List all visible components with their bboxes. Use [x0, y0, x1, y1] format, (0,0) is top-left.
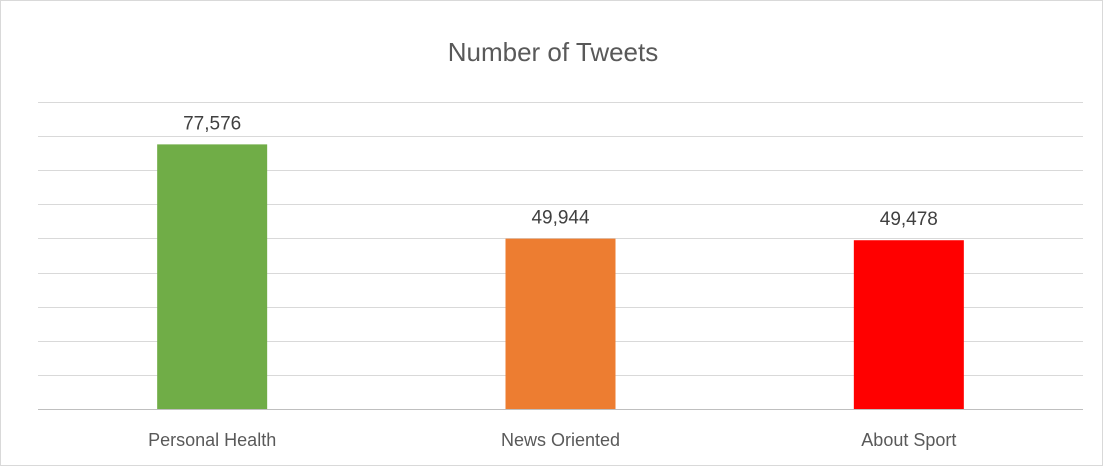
category-labels: Personal Health News Oriented About Sport: [148, 430, 956, 450]
category-label: News Oriented: [501, 430, 620, 450]
bar-news-oriented: [505, 238, 616, 409]
data-label: 49,944: [531, 208, 590, 229]
bars: [157, 144, 964, 409]
bar-personal-health: [157, 144, 268, 409]
category-label: About Sport: [861, 430, 956, 450]
category-label: Personal Health: [148, 430, 276, 450]
chart-title: Number of Tweets: [448, 37, 659, 67]
data-label: 49,478: [880, 209, 938, 230]
bar-about-sport: [853, 240, 964, 409]
data-labels: 77,576 49,944 49,478: [183, 113, 938, 230]
data-label: 77,576: [183, 113, 241, 134]
